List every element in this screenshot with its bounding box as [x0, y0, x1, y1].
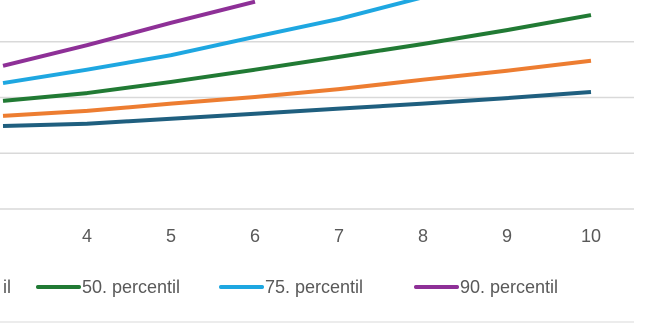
legend-label: 75. percentil: [265, 277, 363, 297]
x-tick-label: 10: [581, 226, 601, 246]
x-tick-label: 8: [418, 226, 428, 246]
legend-label: 90. percentil: [460, 277, 558, 297]
x-tick-label: 9: [502, 226, 512, 246]
x-tick-label: 5: [166, 226, 176, 246]
series-line: [2, 58, 592, 118]
series-line: [2, 89, 592, 128]
x-tick-label: 6: [250, 226, 260, 246]
series-line: [2, 13, 592, 103]
legend-label: 50. percentil: [82, 277, 180, 297]
series-line: [2, 0, 256, 68]
legend-fragment: il: [3, 277, 11, 297]
series-line: [2, 0, 421, 86]
x-tick-label: 4: [82, 226, 92, 246]
x-tick-label: 7: [334, 226, 344, 246]
